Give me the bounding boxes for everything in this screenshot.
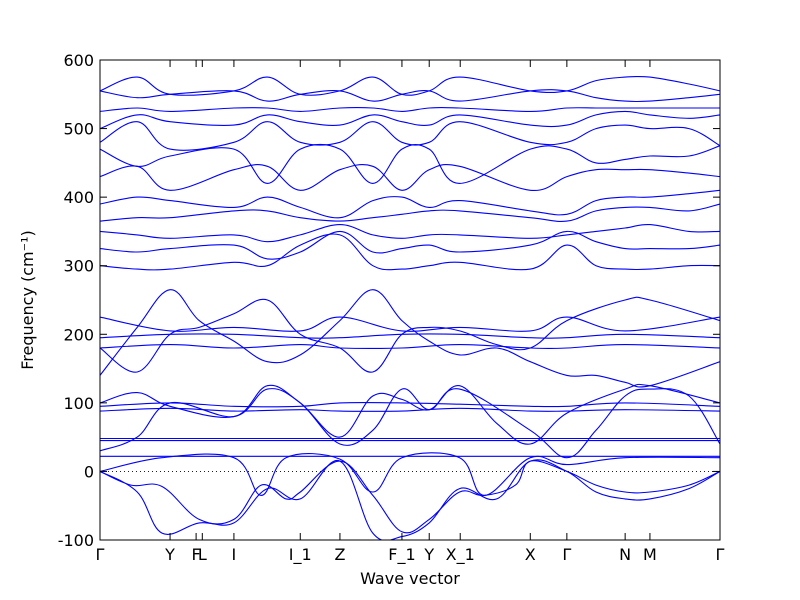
band-line-2	[100, 460, 720, 534]
x-tick-labels: Γ Y FL I I_1 Z F_1 Y X_1 X Γ N M Γ	[96, 545, 725, 565]
y-tick-label-2: 100	[63, 394, 94, 413]
x-tick-marks	[99, 60, 721, 540]
band-line-7	[100, 388, 720, 459]
x-tick-label-0: Γ	[96, 545, 105, 564]
band-line-25	[100, 107, 720, 112]
y-tick-label-3: 200	[63, 325, 94, 344]
x-axis-label: Wave vector	[360, 569, 460, 588]
x-tick-label-14: Γ	[716, 545, 725, 564]
x-tick-label-13: M	[643, 545, 657, 564]
band-line-12	[100, 296, 720, 373]
phonon-bands	[100, 75, 720, 540]
y-axis-label: Frequency (cm⁻¹)	[18, 230, 37, 369]
x-tick-label-3: L	[198, 545, 207, 564]
band-line-18	[100, 223, 720, 243]
band-line-1	[100, 459, 720, 540]
x-tick-label-10: X	[525, 545, 536, 564]
band-line-16	[100, 233, 720, 271]
x-tick-label-12: N	[619, 545, 631, 564]
y-tick-label-4: 300	[63, 257, 94, 276]
band-line-8	[100, 383, 720, 445]
x-tick-label-5: I_1	[289, 545, 312, 565]
band-line-9	[100, 407, 720, 412]
x-tick-label-9: X_1	[446, 545, 475, 565]
x-tick-label-1: Y	[164, 545, 175, 564]
x-tick-label-7: F_1	[388, 545, 415, 565]
band-line-21	[100, 164, 720, 191]
band-line-24	[100, 110, 720, 130]
y-tick-label-5: 400	[63, 188, 94, 207]
x-tick-label-4: I	[232, 545, 237, 564]
plot-frame	[99, 59, 721, 541]
band-line-26	[100, 89, 720, 103]
band-line-15	[100, 316, 720, 332]
band-line-20	[100, 189, 720, 219]
band-line-27	[100, 75, 720, 96]
band-line-17	[100, 230, 720, 260]
y-tick-label-1: 0	[84, 462, 94, 481]
band-line-10	[100, 401, 720, 408]
y-tick-label-7: 600	[63, 51, 94, 70]
band-line-14	[100, 333, 720, 339]
band-line-23	[100, 121, 720, 151]
band-line-19	[100, 203, 720, 222]
plot-area	[100, 60, 720, 540]
x-tick-label-8: Y	[423, 545, 434, 564]
y-tick-label-0: -100	[58, 531, 94, 550]
band-line-13	[100, 344, 720, 349]
y-tick-labels: -100 0 100 200 300 400 500 600	[58, 51, 94, 550]
band-line-3	[100, 452, 720, 496]
y-tick-label-6: 500	[63, 120, 94, 139]
x-tick-label-2: F	[191, 545, 200, 564]
band-line-11	[100, 289, 720, 388]
x-tick-label-6: Z	[334, 545, 345, 564]
x-tick-label-11: Γ	[562, 545, 571, 564]
